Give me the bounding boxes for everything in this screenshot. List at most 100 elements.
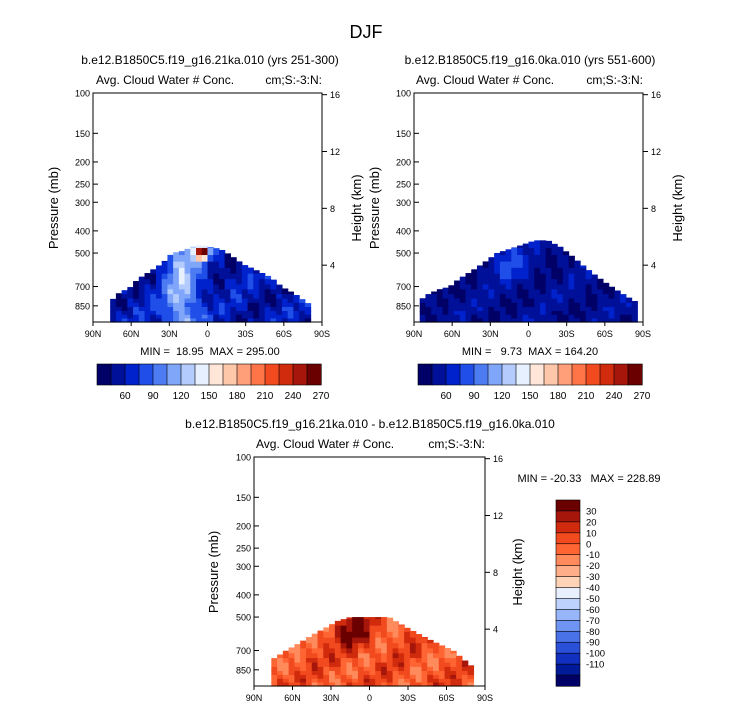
panel-0ka-cell-81 — [465, 318, 472, 323]
panel-21ka-ytick-label-1: 150 — [75, 129, 90, 139]
panel-21ka-cell-192 — [196, 310, 203, 316]
panel-0ka-colorbar-label-0: 60 — [440, 391, 452, 402]
panel-0ka-cell-279 — [545, 261, 552, 269]
panel-0ka-cell-117 — [482, 307, 490, 312]
panel-0ka-cell-178 — [505, 314, 512, 320]
panel-0ka-cell-378 — [580, 314, 587, 320]
panel-difference-cell-291 — [398, 671, 405, 676]
panel-difference-cell-198 — [363, 648, 371, 654]
panel-0ka-cell-63 — [459, 294, 467, 300]
panel-difference-cell-315 — [409, 662, 417, 668]
panel-difference-cell-36 — [294, 653, 301, 659]
panel-difference-cell-54 — [300, 682, 307, 687]
panel-0ka-xtick-label-1: 60N — [444, 329, 461, 339]
panel-0ka-cell-388 — [585, 307, 593, 312]
panel-0ka-cell-321 — [557, 310, 564, 316]
panel-0ka-colorbar-box-6 — [501, 363, 517, 386]
panel-21ka-cell-266 — [224, 298, 231, 304]
panel-difference-cell-386 — [444, 682, 451, 687]
panel-0ka-cell-39 — [442, 318, 449, 323]
panel-0ka-cell-254 — [534, 298, 541, 304]
panel-0ka-cell-70 — [465, 273, 472, 275]
panel-21ka-cell-166 — [190, 261, 197, 269]
panel-21ka-cell-72 — [150, 307, 157, 312]
panel-21ka-cell-51 — [138, 318, 146, 323]
panel-0ka-cell-298 — [551, 279, 558, 285]
panel-0ka-cell-443 — [620, 302, 627, 308]
panel-0ka-cell-131 — [488, 307, 495, 312]
panel-difference-cell-175 — [352, 678, 359, 684]
panel-21ka-cell-142 — [178, 298, 186, 304]
panel-21ka-cell-6 — [115, 293, 123, 295]
panel-difference-colorbar-box-7 — [555, 576, 581, 589]
panel-difference-cell-86 — [317, 662, 324, 668]
panel-difference-colorbar: 3020100-10-20-30-40-50-60-70-80-90-100-1… — [555, 499, 605, 687]
panel-difference-cell-45 — [300, 643, 307, 649]
panel-0ka-cell-322 — [557, 314, 564, 320]
panel-difference-cell-307 — [404, 682, 411, 687]
panel-0ka-cell-64 — [459, 298, 467, 304]
panel-21ka-cell-397 — [293, 295, 300, 300]
panel-difference-cell-19 — [282, 666, 290, 672]
panel-0ka-cell-357 — [574, 279, 581, 285]
panel-21ka-cell-165 — [190, 255, 197, 263]
panel-0ka-cell-114 — [482, 294, 490, 300]
panel-21ka-cell-403 — [293, 318, 300, 323]
panel-difference-cell-63 — [305, 671, 313, 676]
panel-difference-cell-58 — [305, 648, 313, 654]
panel-21ka-cell-101 — [161, 314, 169, 320]
panel-21ka-cell-180 — [196, 247, 203, 256]
panel-difference-cell-279 — [392, 678, 399, 684]
panel-21ka-cell-213 — [207, 255, 214, 263]
panel-difference-cell-342 — [421, 674, 428, 680]
panel-difference-cell-85 — [317, 658, 324, 664]
panel-21ka-cell-80 — [155, 284, 163, 290]
panel-difference-cell-213 — [369, 648, 376, 654]
panel-0ka-cell-10 — [425, 307, 432, 312]
panel-0ka-cell-51 — [454, 289, 461, 295]
panel-21ka-cell-140 — [178, 289, 186, 295]
panel-21ka-cell-13 — [115, 318, 123, 323]
panel-difference-cell-332 — [415, 682, 423, 687]
panel-21ka-cell-307 — [241, 298, 249, 304]
panel-21ka-xtick-label-0: 90N — [85, 329, 102, 339]
panel-difference-cell-154 — [346, 653, 353, 659]
panel-0ka-cell-100 — [476, 294, 484, 300]
panel-difference-cell-239 — [381, 625, 388, 633]
panel-difference-cell-188 — [357, 671, 365, 676]
panel-difference-ytick-label-7: 700 — [236, 646, 251, 656]
panel-21ka-cell-273 — [230, 261, 237, 269]
panel-0ka-cell-256 — [534, 307, 541, 312]
panel-21ka-cell-406 — [299, 307, 306, 312]
panel-21ka-cell-258 — [224, 255, 231, 263]
panel-difference-cell-91 — [317, 682, 324, 687]
panel-0ka-cell-320 — [557, 307, 564, 312]
panel-0ka-cell-314 — [557, 279, 564, 285]
panel-21ka-cell-123 — [173, 279, 180, 285]
panel-0ka-cell-391 — [585, 318, 593, 323]
panel-difference-cell-133 — [340, 619, 347, 627]
panel-difference-cell-247 — [381, 666, 388, 672]
panel-difference-cell-219 — [369, 674, 376, 680]
panel-difference-cell-395 — [450, 682, 457, 687]
panel-21ka-cell-414 — [304, 318, 312, 323]
panel-0ka-cell-397 — [591, 298, 598, 304]
panel-difference-cell-412 — [467, 666, 475, 672]
panel-0ka-cell-216 — [522, 267, 530, 275]
panel-0ka-cell-196 — [517, 245, 524, 249]
panel-21ka-cell-319 — [247, 294, 254, 300]
panel-0ka-cell-305 — [551, 310, 558, 316]
panel-difference-colorbar-box-4 — [555, 543, 581, 556]
panel-difference-cell-212 — [369, 643, 376, 649]
panel-0ka-cell-449 — [625, 298, 633, 304]
panel-21ka-cell-139 — [178, 284, 186, 290]
panel-difference-cell-70 — [311, 648, 319, 654]
panel-difference-cell-14 — [277, 682, 284, 687]
panel-21ka-cell-182 — [196, 261, 203, 269]
panel-21ka-cell-55 — [144, 284, 151, 290]
panel-21ka-cell-395 — [287, 314, 294, 320]
panel-21ka-cell-261 — [224, 273, 231, 280]
panel-21ka-cell-11 — [115, 310, 123, 316]
panel-0ka-cell-268 — [539, 289, 547, 295]
